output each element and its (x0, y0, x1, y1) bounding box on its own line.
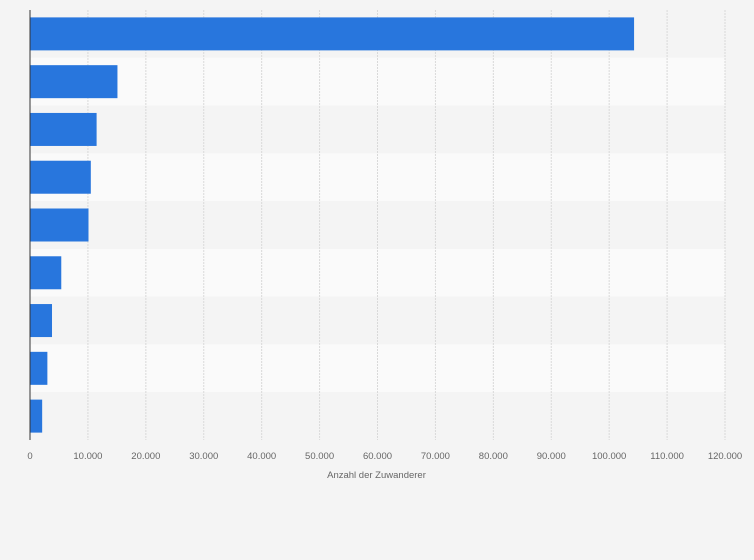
x-tick-label: 30.000 (189, 451, 218, 462)
bar[interactable] (30, 17, 635, 51)
x-tick-label: 100.000 (592, 451, 626, 462)
x-tick-label: 80.000 (479, 451, 508, 462)
x-tick-label: 50.000 (305, 451, 334, 462)
bar[interactable] (30, 65, 118, 99)
bar[interactable] (30, 399, 43, 433)
bar[interactable] (30, 160, 91, 194)
x-axis-title: Anzahl der Zuwanderer (327, 470, 426, 481)
x-axis-tick-labels: 0 10.000 20.000 30.000 40.000 50.000 60.000 70.… (27, 451, 742, 462)
bar[interactable] (30, 351, 48, 385)
x-tick-label: 120.000 (708, 451, 742, 462)
x-tick-label: 110.000 (650, 451, 684, 462)
x-tick-label: 60.000 (363, 451, 392, 462)
x-tick-label: 70.000 (421, 451, 450, 462)
bar[interactable] (30, 208, 89, 242)
bars (30, 17, 635, 433)
x-tick-label: 40.000 (247, 451, 276, 462)
x-tick-label: 90.000 (537, 451, 566, 462)
x-tick-label: 0 (27, 451, 32, 462)
bar[interactable] (30, 304, 53, 338)
bar[interactable] (30, 112, 97, 146)
x-tick-label: 20.000 (131, 451, 160, 462)
bar[interactable] (30, 256, 62, 290)
x-tick-label: 10.000 (73, 451, 102, 462)
